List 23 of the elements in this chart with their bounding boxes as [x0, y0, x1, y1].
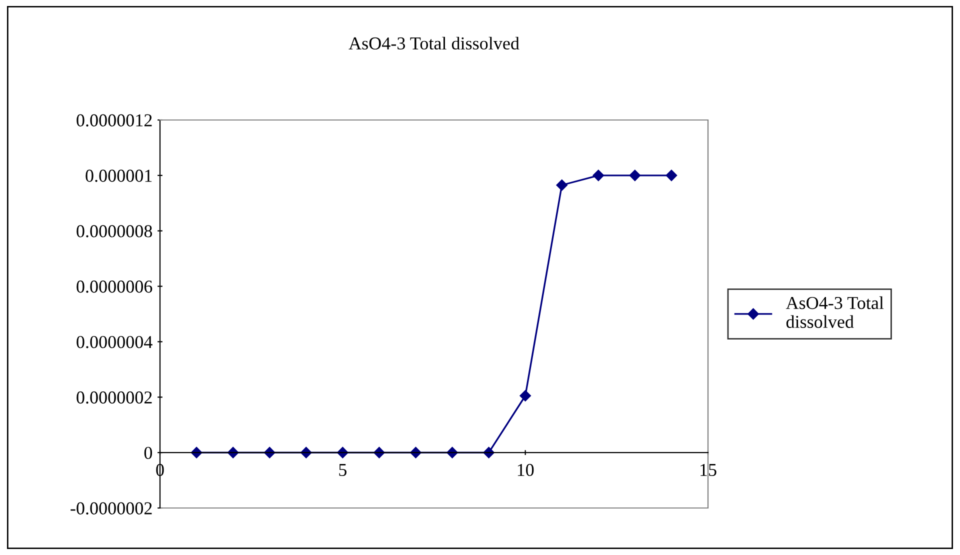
point [520, 390, 531, 402]
point [666, 170, 678, 182]
y-tick-label: 0 [144, 446, 152, 460]
y-tick-label: 0.0000006 [76, 280, 152, 293]
y-tick-label: 0.000001 [86, 170, 152, 182]
y-tick-label: 0.0000004 [76, 336, 152, 348]
point [592, 170, 604, 182]
legend-label: AsO4-3 Total dissolved [786, 296, 884, 328]
y-tick-label: 0.0000008 [76, 225, 152, 238]
x-tick-label: 10 [518, 464, 534, 476]
x-tick-label: 15 [700, 464, 716, 476]
point [446, 446, 458, 458]
y-tick-label: -0.0000002 [70, 502, 152, 515]
point [337, 446, 348, 458]
point [629, 170, 641, 182]
point [556, 180, 568, 191]
y-tick-label: 0.0000002 [76, 391, 152, 404]
point [483, 446, 494, 458]
x-tick-label: 5 [339, 464, 346, 476]
y-tick-label: 0.0000012 [76, 114, 152, 127]
chart-title: AsO4-3 Total dissolved [348, 36, 520, 50]
point [374, 446, 385, 458]
point [410, 446, 422, 458]
